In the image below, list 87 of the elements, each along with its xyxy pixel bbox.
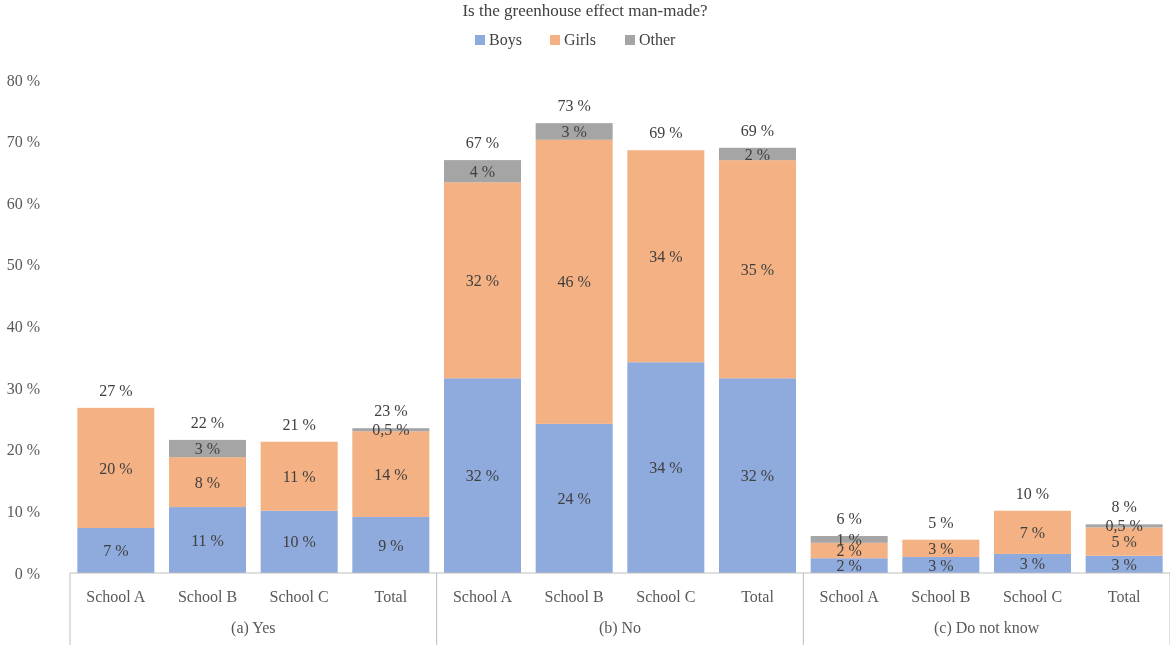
data-label: 2 % [744,145,771,163]
x-tick-label: School C [1002,588,1063,605]
total-label: 10 % [1015,484,1050,502]
bar [535,139,613,424]
y-tick-label: 40 % [6,318,40,336]
total-label: 23 % [374,402,408,420]
y-tick-label: 10 % [6,502,40,520]
data-label: 3 % [1111,555,1137,573]
x-tick-label: School C [269,588,329,605]
data-label: 35 % [740,260,775,278]
bar [260,441,338,511]
x-tick-label: Total [741,588,775,605]
data-label: 20 % [99,459,133,477]
total-label: 69 % [740,121,775,139]
data-label: 3 % [561,123,587,141]
data-label: 10 % [282,533,316,551]
total-label: 67 % [465,134,500,152]
data-label: 11 % [191,531,224,549]
x-tick-label: School B [544,588,604,605]
text: (a) Yes [231,619,276,637]
x-tick-label: School C [636,588,696,605]
x-tick-label: School A [86,588,146,605]
data-label: 3 % [928,556,954,574]
total-label: 6 % [836,510,862,528]
data-label: 4 % [469,162,496,180]
data-label: 2 % [836,557,862,575]
y-tick-label: 0 % [14,564,40,582]
x-tick-label: Total [374,588,408,605]
bar [444,160,521,183]
bar [352,516,430,573]
y-tick-label: 30 % [6,379,40,397]
legend-label: Girls [564,31,596,48]
bar [627,362,705,573]
text: (c) Do not know [934,619,1040,637]
data-label: 14 % [374,465,408,483]
bar [169,457,246,508]
total-label: 27 % [99,381,133,399]
x-tick-label: School A [452,588,513,605]
chart-title: Is the greenhouse effect man-made? [462,1,708,20]
bar [994,510,1071,554]
y-tick-label: 60 % [6,194,40,212]
bar [77,407,155,529]
x-tick-label: School B [177,588,238,605]
bar [444,182,521,379]
text: (b) No [598,619,642,637]
bar [444,378,521,573]
y-tick-label: 50 % [6,256,40,274]
data-label: 0,5 % [372,421,410,439]
data-label: 7 % [1019,523,1046,541]
data-label: 11 % [282,467,316,485]
data-label: 8 % [194,473,221,491]
total-label: 73 % [557,97,591,115]
x-tick-label: School B [911,588,971,605]
total-label: 21 % [282,415,316,433]
data-label: 0,5 % [1105,517,1143,535]
data-label: 32 % [465,467,500,485]
bar [719,378,796,573]
data-label: 7 % [103,542,129,560]
data-label: 32 % [465,271,500,289]
bar [627,150,705,363]
legend-label: Other [639,31,677,48]
data-label: 32 % [740,467,775,485]
y-tick-label: 70 % [6,133,40,151]
legend-label: Boys [489,31,522,49]
bar [260,510,338,573]
total-label: 5 % [928,513,954,531]
data-label: 5 % [1111,533,1137,551]
data-label: 3 % [194,440,221,458]
data-label: 3 % [1019,555,1046,573]
bar [535,123,613,140]
x-tick-label: School A [819,588,880,605]
data-label: 24 % [557,490,591,508]
bar [77,528,155,573]
y-tick-label: 80 % [6,71,40,89]
data-label: 34 % [649,247,683,265]
data-label: 9 % [378,536,404,554]
data-label: 46 % [557,273,591,291]
bar [719,160,796,379]
data-label: 34 % [649,459,683,477]
total-label: 22 % [190,413,225,431]
bar [169,507,246,573]
bar [535,423,613,573]
total-label: 8 % [1111,498,1137,516]
y-tick-label: 20 % [6,441,40,459]
total-label: 69 % [649,124,683,142]
x-tick-label: Total [1107,588,1142,605]
data-label: 3 % [928,539,954,557]
